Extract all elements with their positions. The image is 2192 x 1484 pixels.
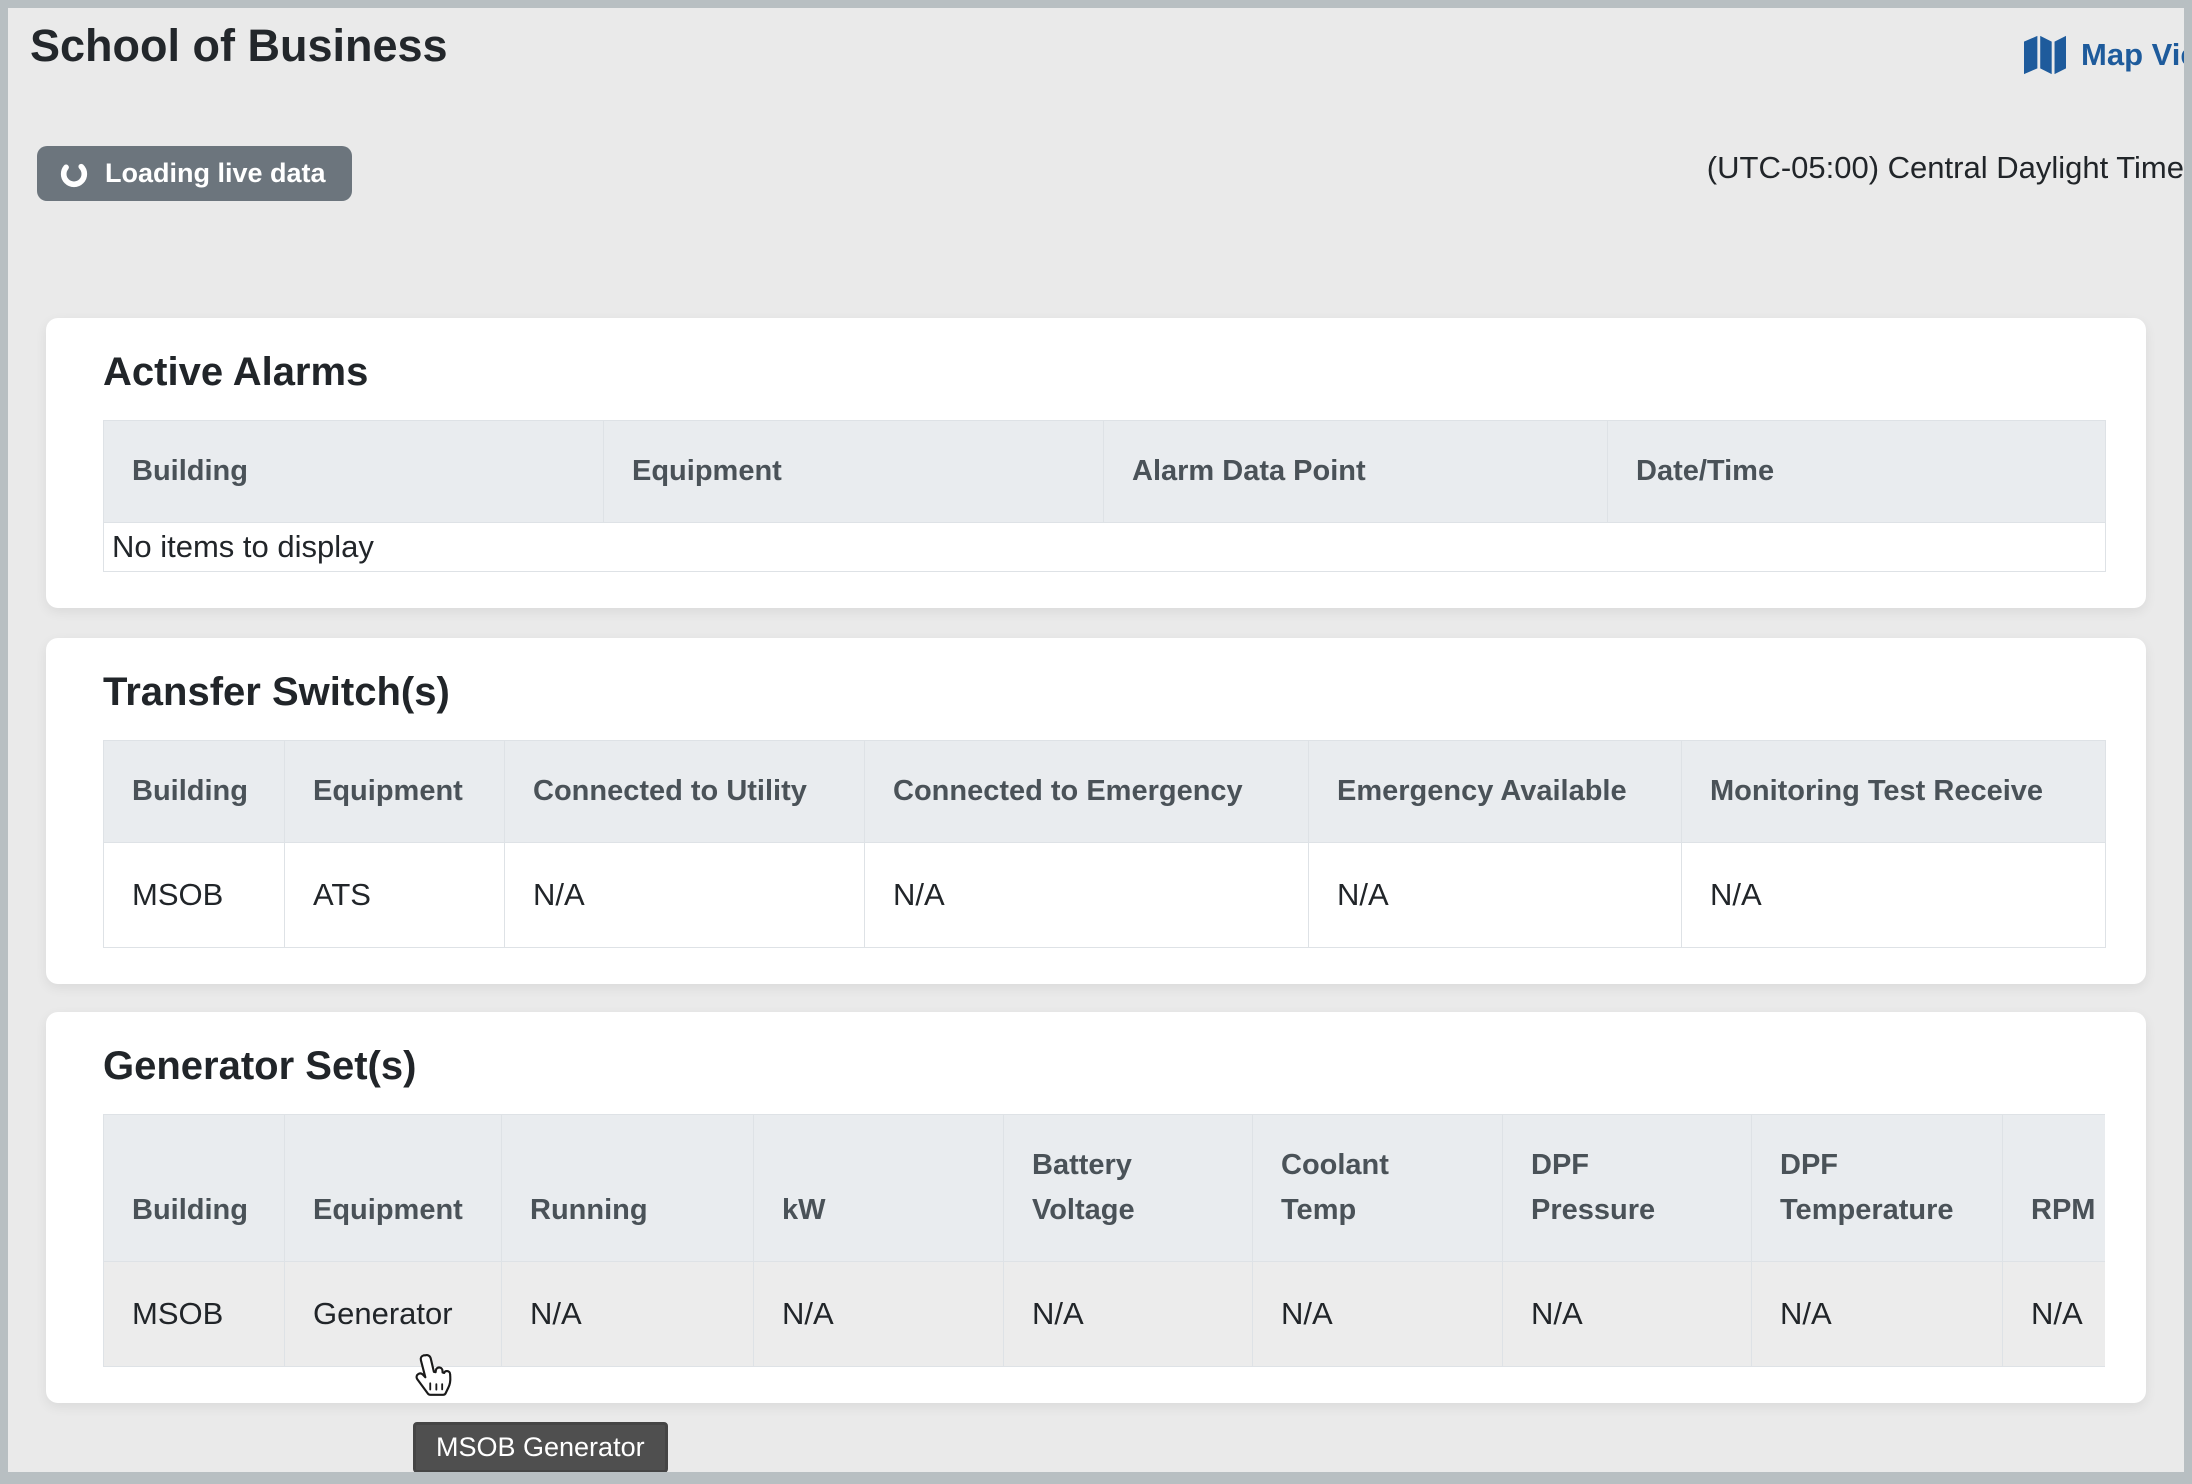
column-header-equipment: Equipment bbox=[603, 420, 1104, 523]
generator-table-scroll: Building Equipment Running kW Battery Vol… bbox=[103, 1113, 2105, 1367]
column-header-dpf-temperature: DPF Temperature bbox=[1751, 1113, 2003, 1262]
active-alarms-table: Building Equipment Alarm Data Point Date… bbox=[103, 420, 2106, 572]
tooltip: MSOB Generator bbox=[413, 1422, 668, 1472]
column-header-dpf-pressure: DPF Pressure bbox=[1502, 1113, 1752, 1262]
generator-row: MSOB Generator N/A N/A N/A N/A N/A N/A N… bbox=[103, 1260, 2105, 1367]
cell-equipment-generator[interactable]: Generator bbox=[284, 1260, 502, 1367]
cell-running: N/A bbox=[501, 1260, 754, 1367]
transfer-switch-title: Transfer Switch(s) bbox=[103, 669, 450, 714]
column-header-alarm-data-point: Alarm Data Point bbox=[1103, 420, 1608, 523]
generator-set-title: Generator Set(s) bbox=[103, 1043, 417, 1088]
map-view-link[interactable]: Map View bbox=[2022, 34, 2184, 76]
cell-dpf-pressure: N/A bbox=[1502, 1260, 1752, 1367]
cell-rpm: N/A bbox=[2002, 1260, 2105, 1367]
transfer-switch-table: Building Equipment Connected to Utility … bbox=[103, 739, 2106, 948]
cell-building: MSOB bbox=[103, 841, 285, 948]
top-bar: School of Business Map View bbox=[8, 8, 2184, 128]
no-items-message: No items to display bbox=[103, 521, 2106, 572]
column-header-equipment: Equipment bbox=[284, 1113, 502, 1262]
cell-coolant-temp: N/A bbox=[1252, 1260, 1503, 1367]
column-header-battery-voltage: Battery Voltage bbox=[1003, 1113, 1253, 1262]
status-row: Loading live data (UTC-05:00) Central Da… bbox=[8, 128, 2184, 214]
cell-kw: N/A bbox=[753, 1260, 1004, 1367]
map-view-label: Map View bbox=[2081, 37, 2184, 72]
loading-live-data-badge: Loading live data bbox=[37, 146, 352, 201]
column-header-building: Building bbox=[103, 1113, 285, 1262]
timezone-label: (UTC-05:00) Central Daylight Time bbox=[1706, 150, 2184, 185]
column-header-date-time: Date/Time bbox=[1607, 420, 2106, 523]
cell-battery-voltage: N/A bbox=[1003, 1260, 1253, 1367]
spinner-icon bbox=[60, 160, 88, 187]
column-header-running: Running bbox=[501, 1113, 754, 1262]
cell-equipment[interactable]: ATS bbox=[284, 841, 505, 948]
cell-emergency-available: N/A bbox=[1308, 841, 1682, 948]
column-header-emergency-available: Emergency Available bbox=[1308, 739, 1682, 843]
cell-dpf-temperature: N/A bbox=[1751, 1260, 2003, 1367]
loading-badge-label: Loading live data bbox=[105, 158, 326, 188]
column-header-connected-to-emergency: Connected to Emergency bbox=[864, 739, 1309, 843]
pointer-hand-cursor-icon bbox=[415, 1354, 452, 1396]
generator-header-row: Building Equipment Running kW Battery Vol… bbox=[103, 1113, 2105, 1262]
column-header-monitoring-test-receive: Monitoring Test Receive bbox=[1681, 739, 2106, 843]
transfer-switch-card: Transfer Switch(s) Building Equipment Co… bbox=[46, 637, 2146, 984]
column-header-rpm: RPM bbox=[2002, 1113, 2105, 1262]
transfer-switch-header-row: Building Equipment Connected to Utility … bbox=[103, 739, 2106, 843]
column-header-coolant-temp: Coolant Temp bbox=[1252, 1113, 1503, 1262]
column-header-connected-to-utility: Connected to Utility bbox=[504, 739, 865, 843]
active-alarms-empty-row: No items to display bbox=[103, 521, 2106, 572]
active-alarms-title: Active Alarms bbox=[103, 350, 369, 394]
cell-connected-to-emergency: N/A bbox=[864, 841, 1309, 948]
active-alarms-card: Active Alarms Building Equipment Alarm D… bbox=[46, 318, 2146, 608]
generator-set-table: Building Equipment Running kW Battery Vol… bbox=[103, 1113, 2105, 1367]
transfer-switch-row: MSOB ATS N/A N/A N/A N/A bbox=[103, 841, 2106, 948]
column-header-building: Building bbox=[103, 739, 285, 843]
column-header-building: Building bbox=[103, 420, 604, 523]
cell-monitoring-test-receive: N/A bbox=[1681, 841, 2106, 948]
column-header-equipment: Equipment bbox=[284, 739, 505, 843]
cell-connected-to-utility: N/A bbox=[504, 841, 865, 948]
page: School of Business Map View Loading live… bbox=[8, 8, 2184, 1472]
cell-building: MSOB bbox=[103, 1260, 285, 1367]
page-title: School of Business bbox=[30, 20, 448, 71]
column-header-kw: kW bbox=[753, 1113, 1004, 1262]
map-icon bbox=[2024, 35, 2066, 75]
active-alarms-header-row: Building Equipment Alarm Data Point Date… bbox=[103, 420, 2106, 523]
generator-set-card: Generator Set(s) Building Equipment Runn… bbox=[46, 1011, 2146, 1403]
